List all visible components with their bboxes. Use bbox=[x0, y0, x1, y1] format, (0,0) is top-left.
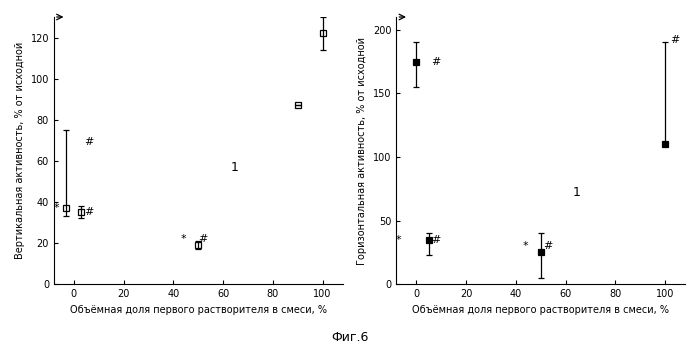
Text: *: * bbox=[181, 234, 186, 244]
Y-axis label: Вертикальная активность, % от исходной: Вертикальная активность, % от исходной bbox=[15, 42, 25, 259]
Text: *: * bbox=[54, 203, 60, 213]
Text: #: # bbox=[84, 137, 93, 147]
Y-axis label: Горизонтальная активность, % от исходной: Горизонтальная активность, % от исходной bbox=[358, 37, 368, 265]
X-axis label: Объёмная доля первого растворителя в смеси, %: Объёмная доля первого растворителя в сме… bbox=[70, 305, 327, 315]
Text: 1: 1 bbox=[230, 161, 239, 174]
Text: #: # bbox=[84, 207, 93, 217]
Text: *: * bbox=[396, 235, 402, 245]
Text: #: # bbox=[431, 57, 441, 67]
Text: *: * bbox=[523, 241, 528, 251]
Text: #: # bbox=[543, 241, 553, 251]
Text: #: # bbox=[431, 235, 441, 245]
X-axis label: Объёмная доля первого растворителя в смеси, %: Объёмная доля первого растворителя в сме… bbox=[412, 305, 669, 315]
Text: #: # bbox=[671, 35, 680, 45]
Text: #: # bbox=[199, 234, 208, 244]
Text: 1: 1 bbox=[573, 186, 581, 199]
Text: Фиг.6: Фиг.6 bbox=[331, 331, 369, 344]
